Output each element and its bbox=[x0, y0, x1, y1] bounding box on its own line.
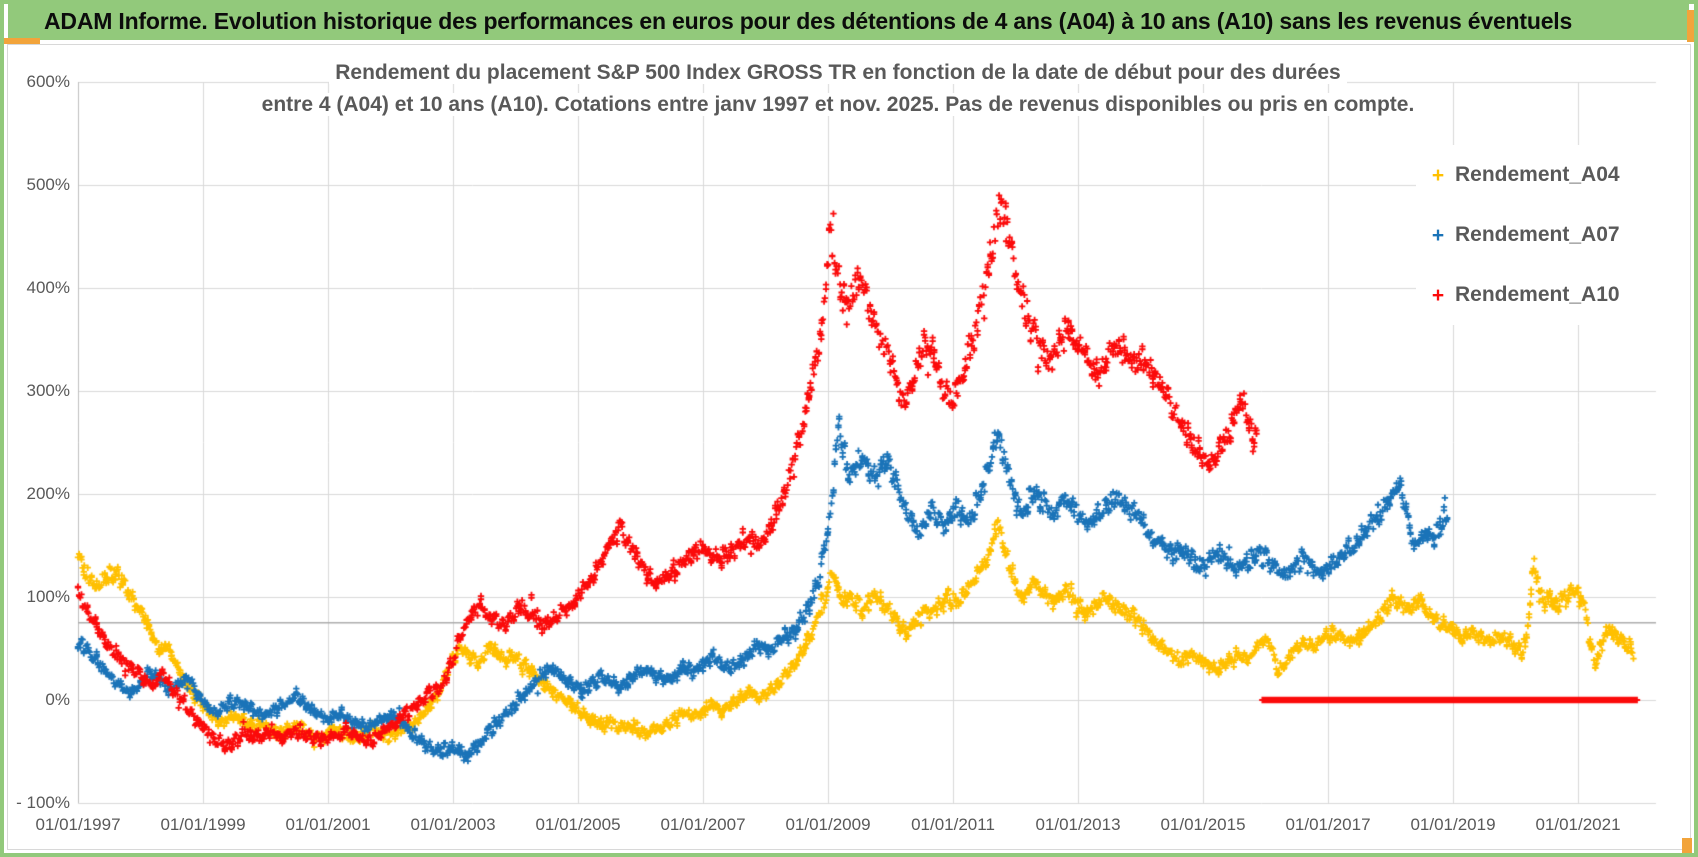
x-tick-label: 01/01/2007 bbox=[660, 815, 746, 834]
selection-handle-icon bbox=[4, 38, 40, 44]
chart-title-line2: entre 4 (A04) et 10 ans (A10). Cotations… bbox=[255, 93, 1421, 116]
legend-item-rendement_a10[interactable]: + Rendement_A10 bbox=[1416, 265, 1674, 325]
chart-object[interactable]: Rendement du placement S&P 500 Index GRO… bbox=[7, 44, 1691, 850]
plus-marker-icon: + bbox=[1431, 283, 1445, 307]
x-tick-label: 01/01/2001 bbox=[285, 815, 371, 834]
plot-area[interactable] bbox=[8, 45, 1690, 849]
legend-label: Rendement_A04 bbox=[1455, 163, 1620, 186]
y-tick-label: 100% bbox=[26, 587, 70, 606]
x-tick-label: 01/01/2011 bbox=[911, 815, 995, 834]
x-tick-label: 01/01/2009 bbox=[785, 815, 871, 834]
y-tick-label: 400% bbox=[26, 278, 70, 297]
legend-item-rendement_a07[interactable]: + Rendement_A07 bbox=[1416, 205, 1674, 265]
x-tick-label: 01/01/2015 bbox=[1160, 815, 1246, 834]
y-tick-label: 500% bbox=[26, 175, 70, 194]
y-tick-label: 600% bbox=[26, 72, 70, 91]
banner-cell[interactable]: ADAM Informe. Evolution historique des p… bbox=[8, 3, 1689, 40]
x-tick-label: 01/01/2021 bbox=[1535, 815, 1621, 834]
legend-label: Rendement_A07 bbox=[1455, 223, 1620, 246]
y-tick-label: 300% bbox=[26, 381, 70, 400]
x-tick-label: 01/01/2005 bbox=[535, 815, 621, 834]
selection-handle-icon bbox=[1687, 10, 1694, 42]
legend[interactable]: + Rendement_A04 + Rendement_A07 + Rendement_A… bbox=[1416, 145, 1674, 325]
x-tick-label: 01/01/2003 bbox=[410, 815, 496, 834]
chart-title[interactable]: Rendement du placement S&P 500 Index GRO… bbox=[8, 57, 1668, 121]
banner-title: ADAM Informe. Evolution historique des p… bbox=[44, 8, 1573, 34]
x-tick-label: 01/01/2013 bbox=[1035, 815, 1121, 834]
plus-marker-icon: + bbox=[1431, 223, 1445, 247]
x-tick-label: 01/01/2019 bbox=[1410, 815, 1496, 834]
x-tick-label: 01/01/1999 bbox=[160, 815, 246, 834]
selection-handle-icon bbox=[1682, 838, 1692, 853]
y-tick-label: 0% bbox=[45, 690, 70, 709]
x-tick-label: 01/01/2017 bbox=[1285, 815, 1371, 834]
y-tick-label: 200% bbox=[26, 484, 70, 503]
plus-marker-icon: + bbox=[1431, 163, 1445, 187]
legend-item-rendement_a04[interactable]: + Rendement_A04 bbox=[1416, 145, 1674, 205]
legend-label: Rendement_A10 bbox=[1455, 283, 1620, 306]
chart-title-line1: Rendement du placement S&P 500 Index GRO… bbox=[329, 61, 1347, 84]
y-tick-label: - 100% bbox=[16, 793, 70, 812]
x-tick-label: 01/01/1997 bbox=[35, 815, 121, 834]
